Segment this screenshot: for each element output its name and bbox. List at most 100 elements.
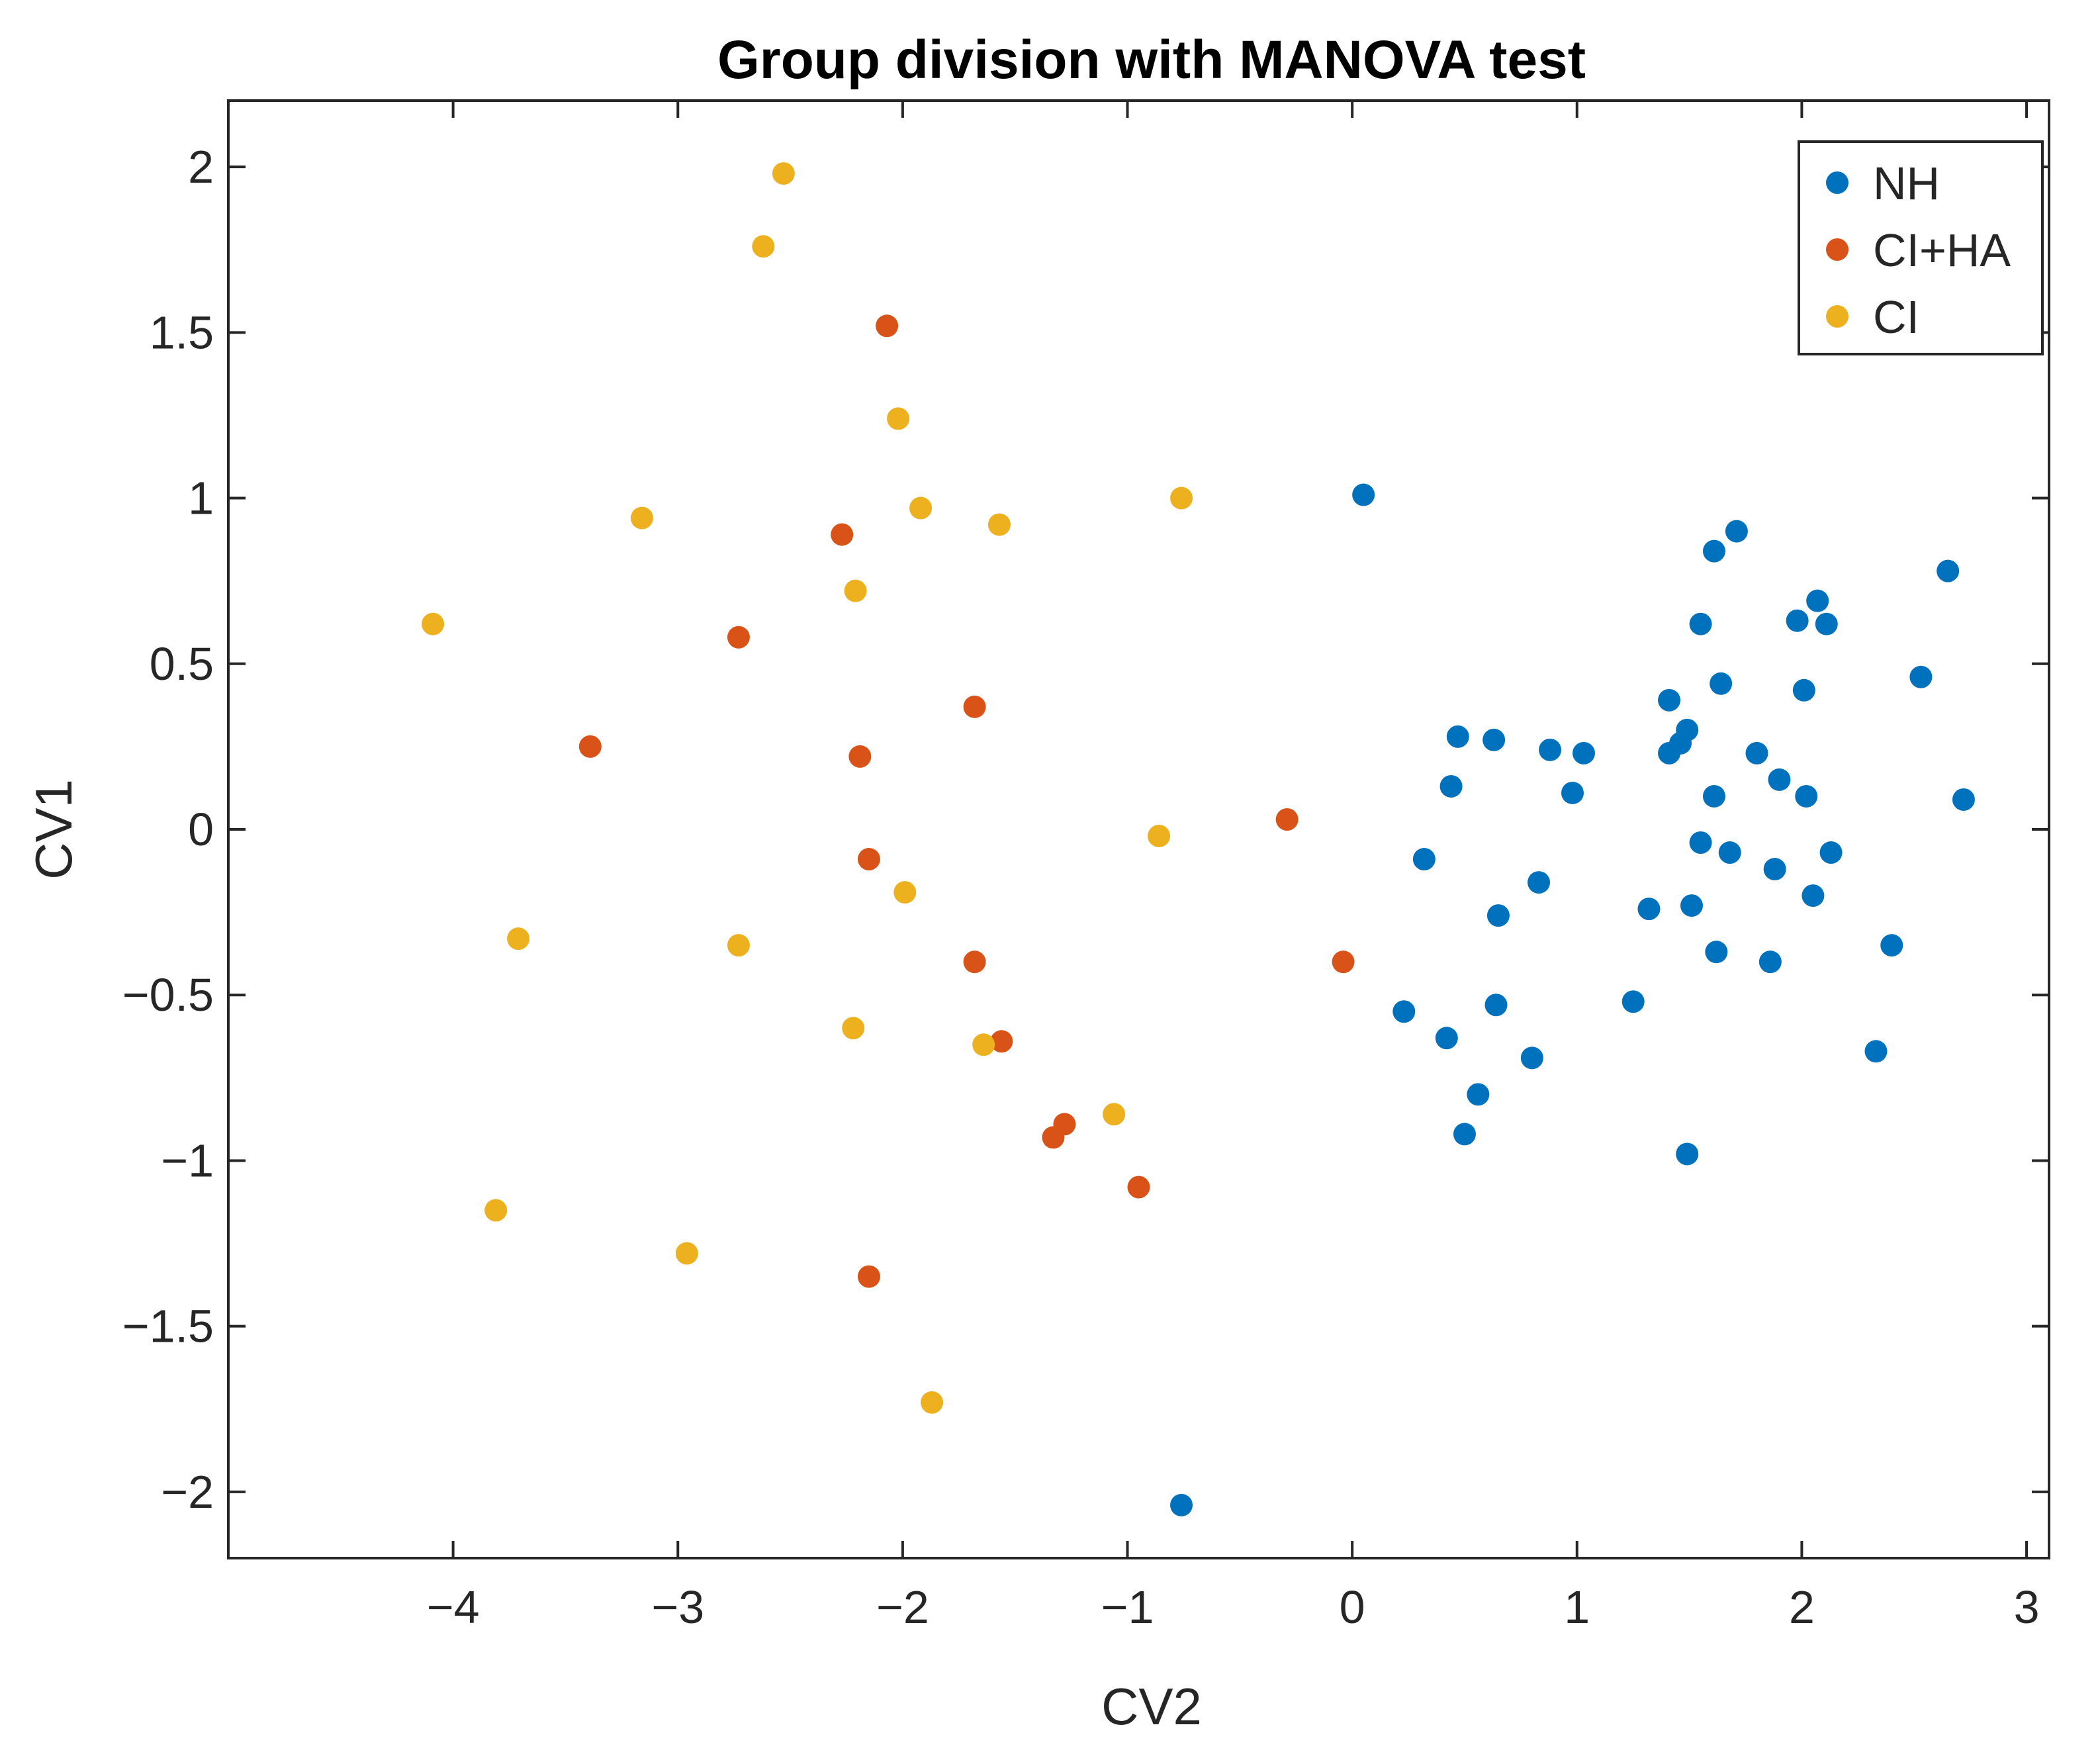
- data-point-nh: [1572, 741, 1595, 765]
- data-point-nh: [1435, 1027, 1458, 1050]
- data-point-nh: [1718, 841, 1741, 864]
- data-point-ci: [752, 235, 775, 258]
- data-point-nh: [1484, 994, 1508, 1017]
- data-point-nh: [1937, 559, 1960, 582]
- data-point-nh: [1676, 1142, 1699, 1166]
- x-tick-label: −1: [1101, 1581, 1154, 1633]
- data-point-nh: [1702, 539, 1725, 563]
- legend-label-ci: CI: [1873, 291, 1919, 343]
- legend-marker-ci-ha: [1826, 238, 1849, 261]
- x-tick-label: −3: [651, 1581, 704, 1633]
- data-point-nh: [1689, 612, 1712, 635]
- legend-label-ci-ha: CI+HA: [1873, 224, 2011, 276]
- data-point-ci: [1148, 825, 1171, 848]
- data-point-nh: [1352, 483, 1375, 506]
- x-tick-label: −4: [427, 1581, 480, 1633]
- data-point-ci-ha: [848, 745, 872, 768]
- data-point-nh: [1710, 672, 1733, 695]
- data-point-nh: [1520, 1046, 1543, 1070]
- data-point-ci: [972, 1033, 995, 1056]
- data-point-nh: [1170, 1493, 1193, 1516]
- data-point-ci-ha: [578, 735, 602, 758]
- data-point-nh: [1768, 768, 1791, 791]
- data-point-nh: [1539, 738, 1562, 761]
- data-point-nh: [1412, 848, 1436, 871]
- data-point-ci: [772, 162, 795, 185]
- data-point-nh: [1446, 725, 1469, 748]
- x-tick-label: −2: [876, 1581, 929, 1633]
- data-point-nh: [1689, 831, 1712, 855]
- y-tick-label: −0.5: [122, 969, 214, 1021]
- data-point-nh: [1802, 884, 1825, 907]
- data-point-ci-ha: [963, 951, 986, 974]
- data-point-ci: [842, 1017, 865, 1040]
- y-tick-label: −2: [161, 1466, 214, 1518]
- data-point-nh: [1880, 934, 1903, 957]
- x-tick-label: 2: [1789, 1581, 1815, 1633]
- data-point-nh: [1705, 941, 1728, 964]
- data-point-nh: [1702, 784, 1725, 808]
- x-axis-label: CV2: [1101, 1677, 1202, 1736]
- data-point-ci: [987, 513, 1011, 536]
- y-tick-label: −1: [161, 1135, 214, 1186]
- y-tick-label: 1: [188, 473, 214, 524]
- data-point-nh: [1745, 741, 1768, 765]
- data-point-nh: [1786, 609, 1809, 632]
- y-tick-label: 0.5: [150, 638, 214, 690]
- data-point-ci-ha: [1127, 1176, 1150, 1199]
- data-point-ci: [727, 934, 750, 957]
- data-point-ci: [1170, 487, 1193, 510]
- data-point-nh: [1909, 665, 1933, 688]
- data-point-nh: [1815, 612, 1838, 635]
- data-point-nh: [1392, 1000, 1416, 1023]
- data-point-nh: [1528, 871, 1551, 894]
- x-tick-label: 0: [1340, 1581, 1365, 1633]
- data-point-ci-ha: [857, 848, 880, 871]
- data-point-nh: [1439, 774, 1463, 798]
- x-tick-label: 3: [2014, 1581, 2040, 1633]
- data-points: [422, 162, 1975, 1516]
- data-point-ci-ha: [1042, 1126, 1065, 1149]
- legend-label-nh: NH: [1873, 158, 1940, 209]
- y-axis-label: CV1: [24, 779, 83, 880]
- data-point-ci-ha: [831, 523, 854, 546]
- data-point-ci: [422, 612, 445, 635]
- data-point-nh: [1621, 990, 1645, 1013]
- data-point-nh: [1819, 841, 1843, 864]
- data-point-nh: [1658, 688, 1681, 712]
- data-point-nh: [1483, 728, 1506, 751]
- y-tick-label: 1.5: [150, 306, 214, 358]
- data-point-ci: [1103, 1103, 1126, 1126]
- data-point-ci: [484, 1199, 508, 1222]
- data-point-ci-ha: [1332, 951, 1355, 974]
- data-point-nh: [1453, 1123, 1476, 1146]
- data-point-nh: [1467, 1083, 1490, 1106]
- axis-ticks: −4 −3 −2 −1 0 1 2 3 −2 −1.5 −1 −0.5 0 0.5 1 1.5 2: [122, 101, 2049, 1633]
- y-tick-label: 0: [188, 804, 214, 855]
- data-point-nh: [1763, 858, 1786, 881]
- legend-entries: NH CI+HA CI: [1826, 158, 2011, 343]
- data-point-ci-ha: [1275, 808, 1299, 831]
- data-point-ci: [844, 579, 867, 602]
- data-point-nh: [1864, 1040, 1888, 1063]
- data-point-ci-ha: [857, 1265, 880, 1288]
- data-point-ci: [507, 927, 530, 951]
- x-tick-label: 1: [1564, 1581, 1590, 1633]
- data-point-nh: [1637, 898, 1661, 921]
- data-point-nh: [1792, 678, 1815, 702]
- data-point-ci-ha: [876, 314, 899, 338]
- data-point-nh: [1758, 951, 1782, 974]
- data-point-ci: [909, 496, 933, 520]
- data-point-ci-ha: [990, 1030, 1013, 1053]
- y-tick-label: 2: [188, 141, 214, 193]
- data-point-ci: [893, 881, 917, 904]
- legend: NH CI+HA CI: [1798, 140, 2044, 355]
- data-point-nh: [1725, 520, 1748, 543]
- data-point-ci-ha: [963, 695, 986, 718]
- data-point-nh: [1561, 781, 1584, 804]
- data-point-ci: [630, 506, 653, 530]
- data-point-nh: [1806, 589, 1829, 612]
- data-point-ci: [675, 1242, 698, 1265]
